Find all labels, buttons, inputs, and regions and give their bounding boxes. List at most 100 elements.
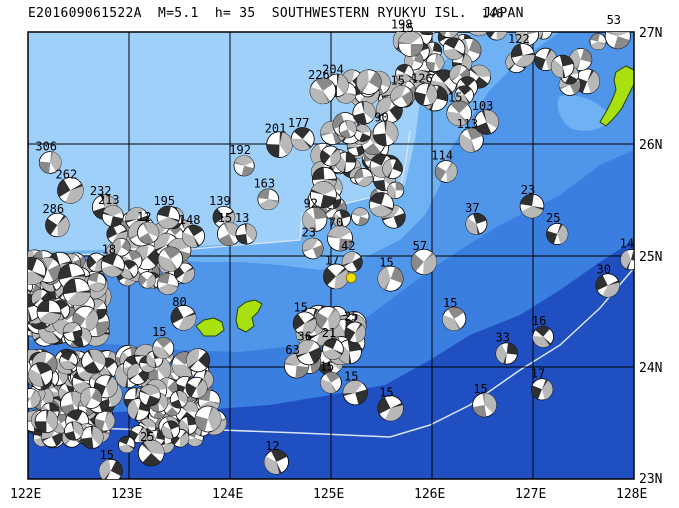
depth-label: 42 [341, 239, 355, 253]
depth-label: 70 [329, 215, 343, 229]
beach-ball [170, 304, 197, 331]
depth-label: 53 [607, 13, 621, 27]
depth-label: 198 [391, 18, 413, 32]
depth-label: 114 [431, 148, 453, 162]
depth-label: 201 [265, 122, 287, 136]
beach-ball [532, 325, 554, 348]
beach-ball [182, 224, 206, 248]
beach-ball [152, 337, 175, 359]
beach-ball [353, 124, 372, 142]
depth-label: 15 [320, 360, 334, 374]
beach-ball [45, 212, 70, 238]
beach-ball [595, 273, 620, 298]
depth-label: 80 [172, 295, 186, 309]
depth-label: 92 [304, 196, 318, 210]
beach-ball [80, 425, 104, 449]
beach-ball [57, 177, 84, 204]
beach-ball [550, 54, 575, 79]
beach-ball [589, 33, 607, 51]
depth-label: 15 [218, 211, 232, 225]
beach-ball [442, 37, 466, 61]
depth-label: 15 [344, 370, 358, 384]
depth-label: 33 [495, 331, 509, 345]
depth-label: 15 [152, 325, 166, 339]
event-title: E201609061522A M=5.1 h= 35 SOUTHWESTERN … [28, 6, 524, 21]
beach-ball [414, 82, 438, 106]
depth-label: 12 [265, 439, 279, 453]
beach-ball [138, 384, 161, 407]
depth-label: 286 [42, 202, 64, 216]
beach-ball [235, 223, 257, 245]
beach-ball [442, 306, 467, 331]
depth-label: 177 [288, 116, 310, 130]
beach-ball [354, 168, 373, 187]
beach-ball [302, 206, 328, 232]
beach-ball [546, 222, 569, 246]
beach-ball [438, 32, 460, 39]
depth-label: 63 [285, 343, 299, 357]
beach-ball [94, 410, 116, 432]
beach-ball [34, 409, 59, 434]
lon-label: 123E [111, 487, 142, 502]
beach-ball [186, 348, 211, 373]
beach-ball [156, 205, 180, 229]
beach-ball [410, 248, 437, 275]
beach-ball [28, 257, 47, 285]
beach-ball [81, 349, 106, 374]
depth-label: 306 [35, 140, 57, 154]
depth-label: 25 [344, 309, 358, 323]
island-okinawa [599, 65, 634, 127]
beach-ball [368, 192, 394, 218]
beach-ball [465, 212, 488, 235]
beach-ball [390, 85, 413, 108]
beach-ball [372, 120, 399, 147]
depth-label: 15 [443, 296, 457, 310]
beach-ball [377, 265, 404, 292]
depth-label: 23 [521, 183, 535, 197]
depth-label: 57 [413, 239, 427, 253]
beach-ball [315, 306, 341, 331]
lon-label: 126E [414, 487, 445, 502]
depth-label: 36 [297, 329, 311, 343]
beach-ball [257, 188, 280, 211]
lat-label: 23N [639, 472, 662, 487]
beach-ball [310, 181, 337, 209]
depth-label: 15 [379, 256, 393, 270]
depth-label: 18 [102, 242, 116, 256]
beach-ball [295, 339, 322, 366]
depth-label: 15 [390, 74, 404, 88]
depth-label: 126 [411, 71, 433, 85]
beach-ball [519, 193, 545, 219]
depth-label: 13 [235, 211, 249, 225]
depth-label: 15 [448, 90, 462, 104]
beach-ball [98, 458, 123, 479]
depth-label: 17 [325, 253, 339, 267]
depth-label: 25 [140, 430, 154, 444]
beach-ball [382, 158, 403, 180]
beach-ball [352, 101, 376, 125]
depth-label: 12 [137, 210, 151, 224]
beach-ball [157, 246, 184, 272]
depth-label: 15 [400, 21, 414, 35]
beach-ball [458, 127, 484, 153]
beach-ball [474, 109, 499, 135]
longitude-labels: 122E 123E 124E 125E 126E 127E 128E [10, 487, 647, 502]
depth-label: 23 [302, 226, 316, 240]
depth-label: 15 [473, 382, 487, 396]
beach-ball [356, 69, 382, 95]
beach-ball [495, 342, 518, 365]
beach-ball [266, 131, 293, 158]
beach-ball [323, 263, 349, 290]
beach-ball [397, 32, 424, 57]
beach-ball [521, 0, 546, 25]
depth-label: 90 [374, 110, 388, 124]
depth-label: 192 [229, 143, 251, 157]
beach-ball [309, 77, 337, 105]
depth-label: 25 [546, 211, 560, 225]
beach-ball [28, 362, 53, 387]
beach-ball [118, 435, 136, 454]
beach-ball [320, 145, 341, 167]
beach-ball [338, 120, 357, 139]
